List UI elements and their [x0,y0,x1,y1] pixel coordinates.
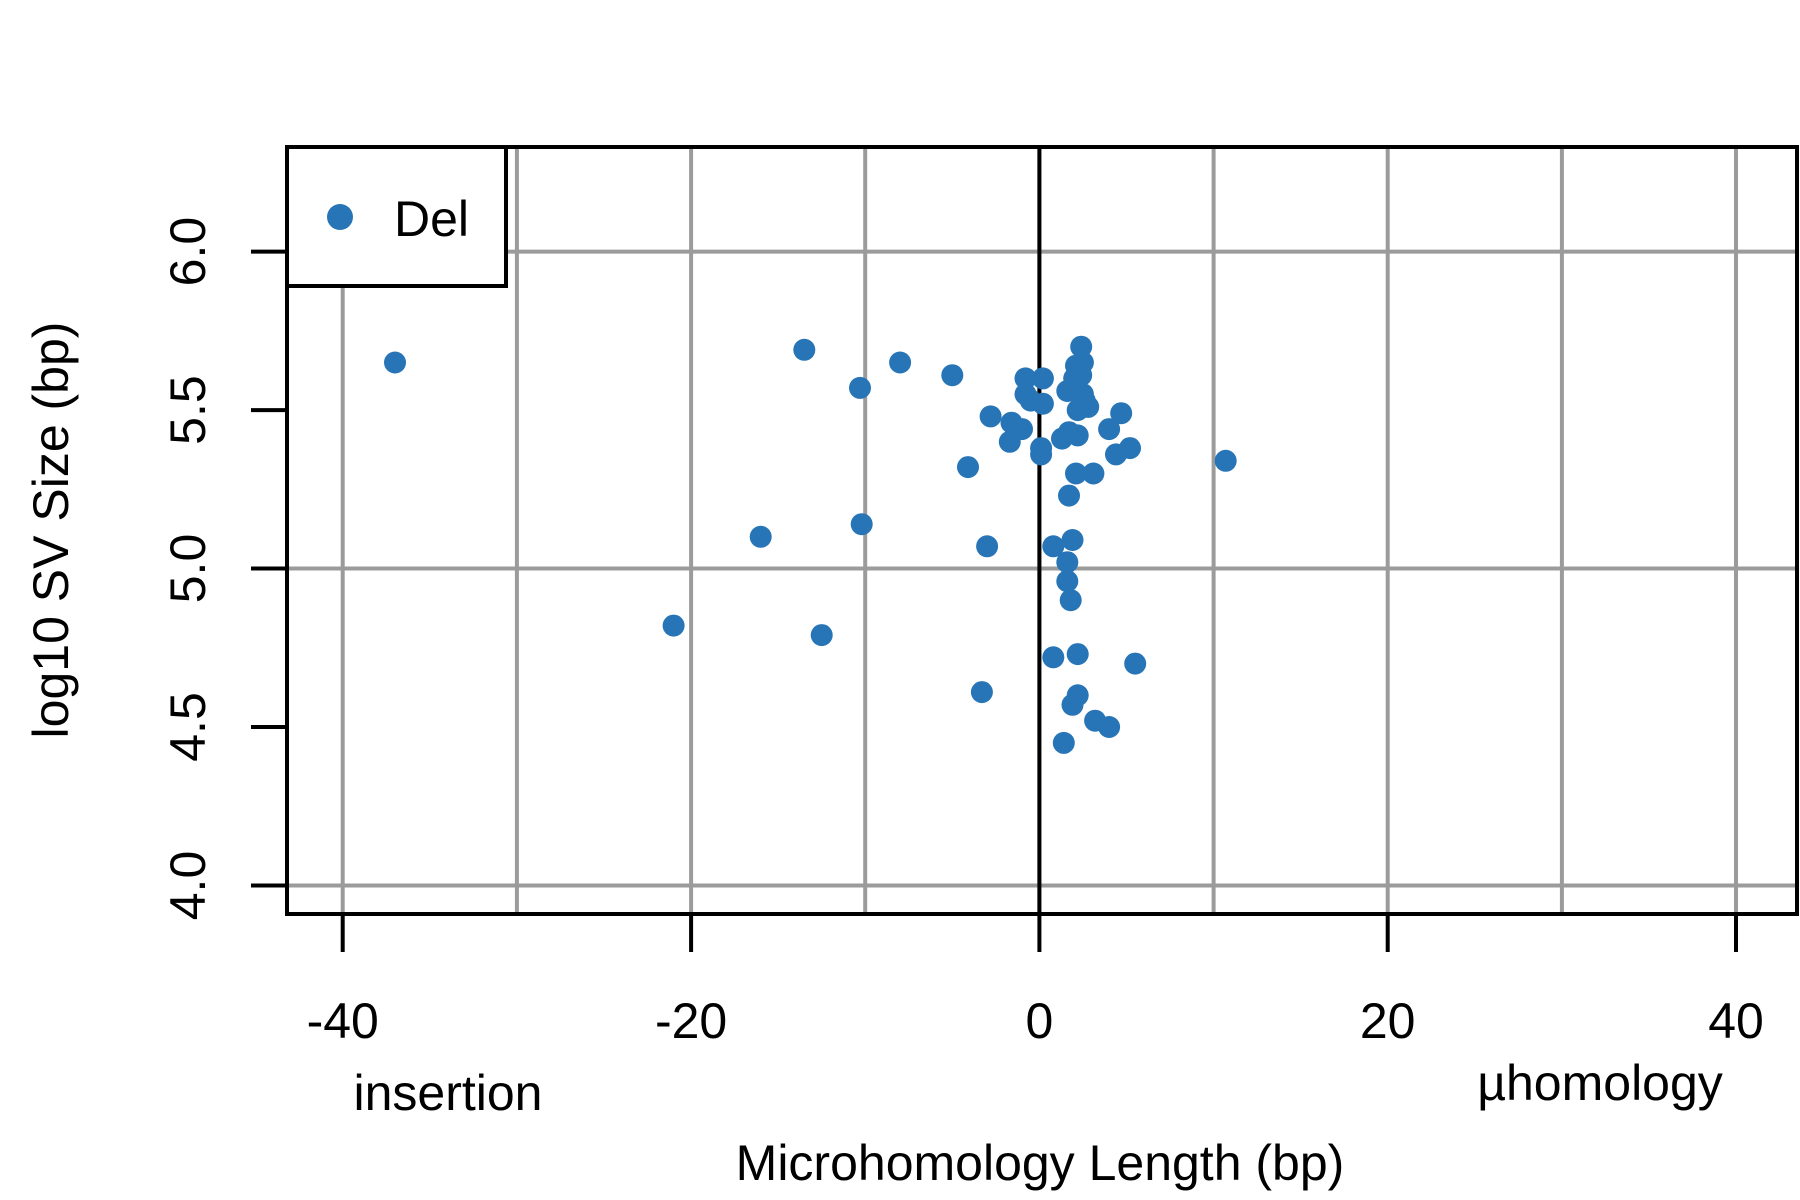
data-point [1110,402,1133,425]
grid-lines [287,147,1797,914]
y-tick-label: 4.0 [160,851,216,921]
data-point [1042,646,1065,669]
x-tick-label: -40 [307,993,379,1049]
data-point [1059,589,1082,612]
data-point [1058,484,1080,507]
data-point [1051,427,1073,450]
data-point [1000,411,1023,434]
x-tick-label: 20 [1360,993,1416,1049]
y-axis-title: log10 SV Size (bp) [23,322,79,739]
data-point [1214,449,1237,472]
data-point [1070,364,1093,387]
legend-box [285,145,508,288]
x-tick-label: -20 [655,993,727,1049]
data-point [850,513,873,536]
data-point [662,614,685,637]
data-point [1061,693,1084,716]
data-point [1065,462,1087,485]
y-tick-label: 6.0 [160,217,216,287]
data-point [1082,462,1105,485]
data-point [1056,570,1079,593]
data-point [889,351,912,374]
data-point [1052,731,1075,754]
data-point [1105,443,1127,466]
data-point [1042,535,1065,558]
data-point [998,430,1021,453]
x-tick-label: 0 [1025,993,1053,1049]
x-axis: -40 -20 0 20 40 [307,914,1764,1049]
y-tick-label: 4.5 [160,692,216,762]
data-point [979,405,1002,428]
legend-marker-del [327,204,353,230]
data-point [1056,551,1079,574]
y-axis: 4.0 4.5 5.0 5.5 6.0 [160,217,287,920]
annotation-microhomology: µhomology [1477,1055,1723,1111]
data-point [970,681,993,704]
data-point [749,525,772,548]
annotation-insertion: insertion [354,1065,543,1121]
legend: Del [285,145,508,288]
data-point [1061,529,1084,551]
data-point [1014,367,1037,390]
data-point [957,456,979,479]
plot-frame [285,145,1799,916]
data-point [1098,716,1121,738]
data-point [849,376,871,399]
x-tick-label: 40 [1708,993,1764,1049]
data-point [793,338,816,361]
data-point [1066,643,1089,666]
data-point [810,624,833,647]
data-point [1031,367,1054,390]
data-point [976,535,999,558]
data-points [384,335,1237,754]
data-point [1124,652,1147,675]
data-point [1019,389,1042,412]
data-point [1030,443,1053,466]
data-point [384,351,406,374]
y-tick-label: 5.5 [160,375,216,445]
data-point [1066,399,1089,422]
data-point [1098,418,1121,441]
y-tick-label: 5.0 [160,534,216,604]
legend-label-del: Del [394,191,469,247]
data-point [941,364,964,387]
x-axis-title: Microhomology Length (bp) [736,1135,1345,1191]
